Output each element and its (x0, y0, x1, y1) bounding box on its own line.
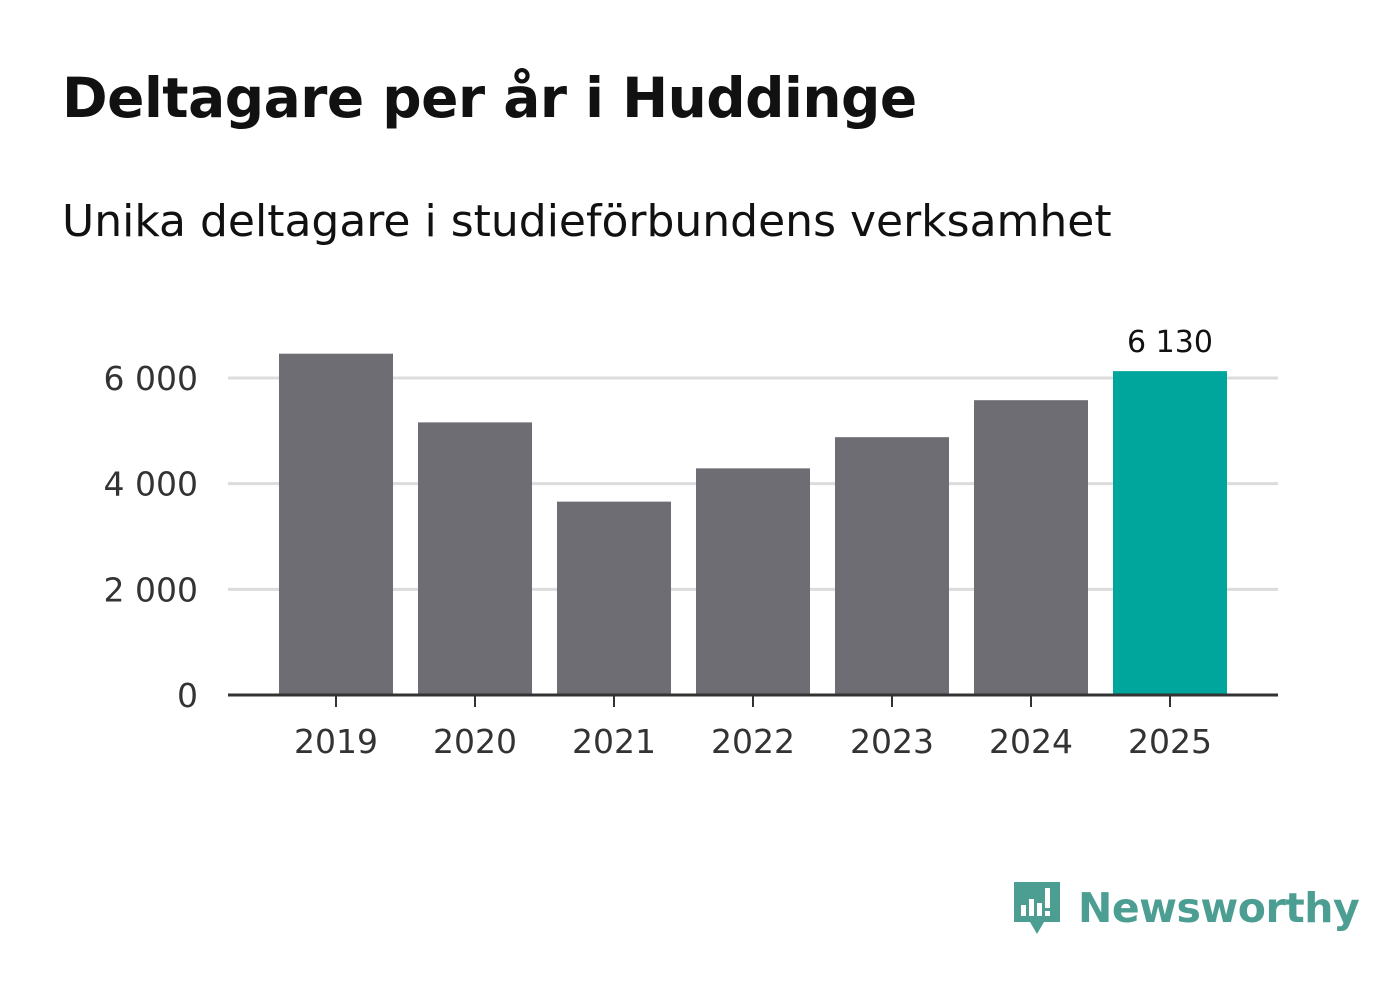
x-tick-label: 2021 (572, 722, 656, 761)
x-tick-label: 2025 (1128, 722, 1212, 761)
x-tick-label: 2022 (711, 722, 795, 761)
data-label: 6 130 (1127, 325, 1213, 360)
bar-2020 (418, 422, 532, 695)
y-tick-label: 6 000 (104, 359, 198, 398)
y-tick-label: 2 000 (104, 570, 198, 609)
brand: Newsworthy (1010, 878, 1360, 938)
x-tick-label: 2019 (294, 722, 378, 761)
bar-2022 (696, 468, 810, 695)
brand-name: Newsworthy (1078, 884, 1360, 932)
chart-subtitle: Unika deltagare i studieförbundens verks… (62, 196, 1112, 247)
x-tick-label: 2020 (433, 722, 517, 761)
x-tick-label: 2023 (850, 722, 934, 761)
chart-title: Deltagare per år i Huddinge (62, 66, 917, 130)
y-tick-label: 0 (177, 676, 198, 715)
bar-2023 (835, 437, 949, 695)
x-tick-label: 2024 (989, 722, 1073, 761)
y-tick-label: 4 000 (104, 465, 198, 504)
bar-2019 (279, 353, 393, 695)
bar-2021 (557, 501, 671, 695)
bar-2025 (1113, 371, 1227, 695)
newsworthy-logo-icon (1014, 882, 1060, 934)
bar-2024 (974, 400, 1088, 695)
